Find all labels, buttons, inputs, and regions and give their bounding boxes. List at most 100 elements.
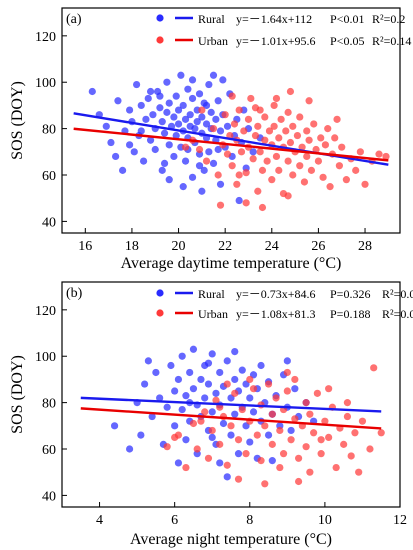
data-point (355, 468, 363, 476)
data-point (283, 387, 291, 395)
data-point (284, 157, 292, 165)
legend-r2: R²=0.05 (382, 287, 413, 301)
data-point (251, 104, 260, 112)
data-point (321, 141, 330, 149)
data-point (165, 99, 173, 107)
data-point (209, 125, 218, 133)
data-point (149, 111, 157, 119)
data-point (289, 171, 297, 179)
legend-name-rural: Rural (198, 12, 225, 26)
data-point (223, 380, 231, 388)
data-point (112, 152, 120, 161)
data-point (270, 122, 278, 130)
data-point (223, 473, 231, 481)
data-point (163, 403, 171, 411)
data-point (205, 80, 213, 89)
data-point (204, 454, 213, 462)
data-point (366, 445, 374, 453)
x-tick-label: 26 (311, 239, 325, 254)
data-point (325, 385, 333, 393)
data-point (298, 143, 306, 151)
y-tick-label: 120 (35, 30, 56, 45)
data-point (230, 120, 239, 128)
data-point (263, 157, 271, 165)
data-point (228, 92, 236, 100)
legend-equation: y=－1.01x+95.6 (236, 34, 316, 48)
data-point (174, 106, 183, 114)
data-point (174, 120, 183, 128)
data-point (151, 145, 159, 154)
data-point (234, 475, 243, 483)
data-point (268, 176, 276, 184)
data-point (258, 166, 267, 174)
data-point (246, 375, 254, 384)
data-point (314, 157, 323, 165)
data-point (231, 410, 239, 418)
data-point (193, 445, 201, 453)
data-point (137, 101, 145, 110)
data-point (279, 450, 288, 458)
data-point (208, 433, 216, 442)
data-point (276, 426, 284, 435)
data-point (321, 417, 329, 425)
data-point (234, 450, 243, 458)
panel-label: (b) (66, 286, 83, 301)
data-point (382, 152, 390, 161)
data-point (291, 415, 299, 423)
data-point (242, 450, 250, 458)
data-point (275, 134, 283, 142)
data-point (189, 385, 198, 393)
data-point (242, 199, 250, 207)
data-point (188, 76, 197, 84)
data-point (160, 159, 169, 168)
data-point (216, 403, 224, 411)
legend-name-rural: Rural (198, 287, 225, 301)
data-point (208, 426, 216, 435)
data-point (223, 150, 232, 158)
data-point (240, 127, 248, 135)
data-point (197, 375, 205, 384)
data-point (284, 108, 292, 116)
data-point (200, 166, 208, 174)
data-point (223, 122, 232, 130)
data-point (195, 90, 204, 98)
data-point (205, 148, 213, 156)
data-point (212, 389, 220, 397)
data-point (249, 408, 258, 416)
y-tick-label: 60 (42, 443, 56, 458)
data-point (165, 176, 173, 184)
x-tick-label: 22 (218, 239, 232, 254)
data-point (160, 129, 169, 137)
x-tick-label: 18 (125, 239, 139, 254)
data-point (195, 145, 204, 154)
data-point (142, 115, 150, 123)
x-tick-label: 4 (96, 513, 103, 528)
data-point (333, 115, 341, 123)
x-tick-label: 24 (265, 239, 279, 254)
data-point (163, 78, 171, 86)
data-point (202, 120, 211, 128)
legend-marker-rural (156, 289, 164, 297)
data-point (261, 422, 269, 430)
data-point (305, 136, 313, 144)
data-point (214, 171, 222, 179)
data-point (201, 408, 209, 416)
data-point (179, 101, 187, 110)
data-point (207, 108, 215, 116)
data-point (270, 101, 278, 110)
data-point (181, 157, 190, 165)
data-point (216, 201, 225, 209)
data-point (247, 94, 255, 103)
data-point (110, 422, 119, 430)
legend-equation: y=－1.08x+81.3 (236, 307, 316, 321)
data-point (216, 127, 225, 135)
data-point (286, 87, 295, 96)
data-point (102, 122, 110, 130)
legend-r2: R²=0.08 (382, 307, 413, 321)
data-point (340, 440, 348, 448)
data-point (158, 166, 166, 174)
data-point (126, 106, 134, 114)
legend-marker-urban (156, 36, 164, 44)
data-point (361, 180, 369, 188)
data-point (186, 368, 194, 377)
